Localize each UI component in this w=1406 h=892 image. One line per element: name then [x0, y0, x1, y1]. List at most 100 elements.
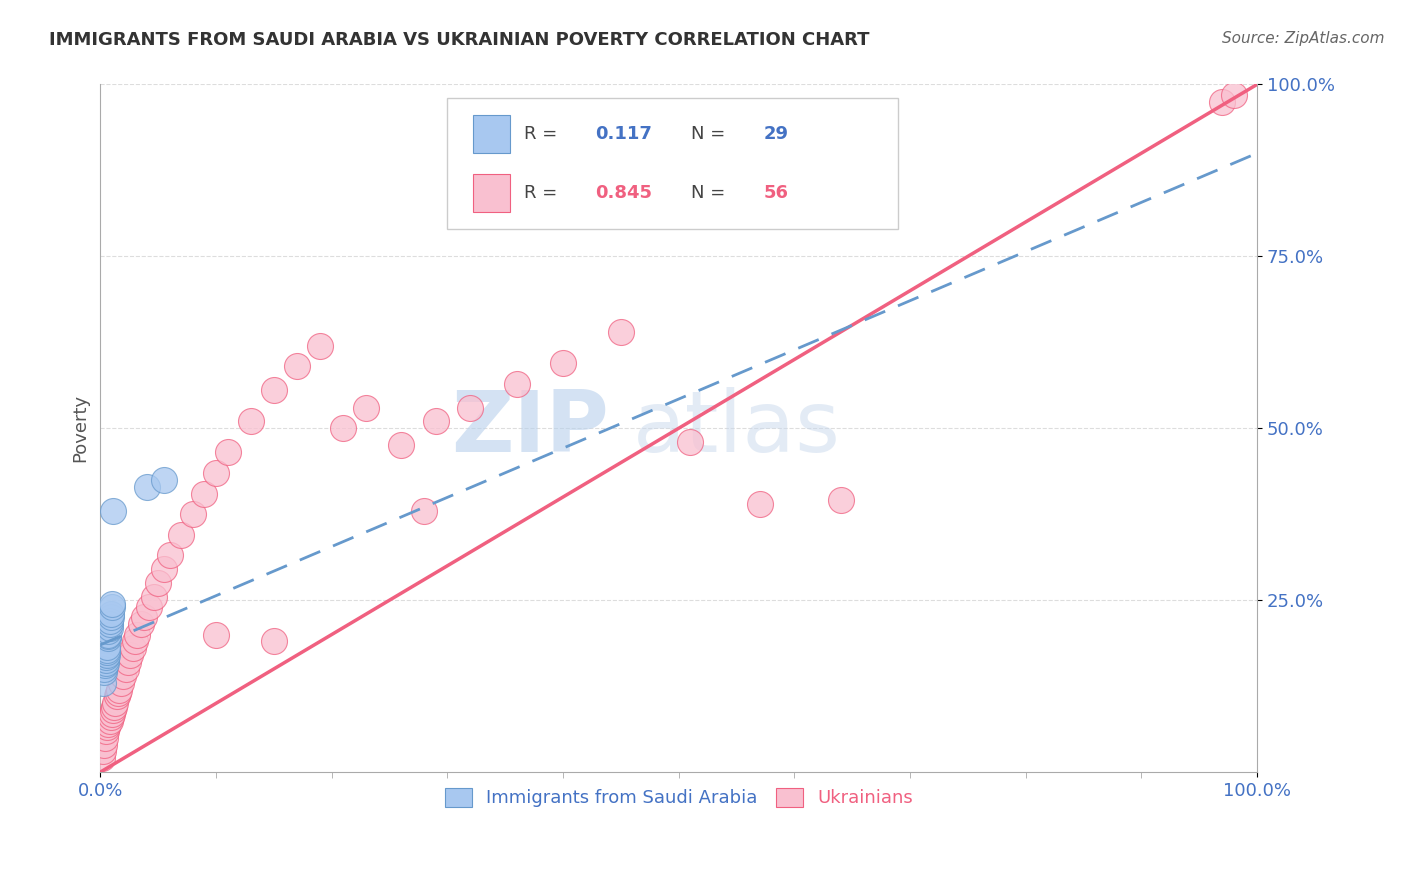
Point	[94, 657, 117, 671]
Point	[193, 486, 215, 500]
Point	[748, 497, 770, 511]
Point	[142, 590, 165, 604]
Point	[121, 641, 143, 656]
Point	[356, 401, 378, 415]
Point	[101, 600, 124, 615]
Point	[105, 690, 128, 704]
Point	[263, 384, 285, 398]
Point	[170, 528, 193, 542]
Point	[181, 507, 204, 521]
Point	[98, 614, 121, 628]
Point	[101, 504, 124, 518]
Point	[107, 686, 129, 700]
Point	[135, 480, 157, 494]
Point	[551, 356, 574, 370]
Point	[90, 751, 112, 765]
Text: N =: N =	[692, 125, 731, 144]
Point	[94, 653, 117, 667]
Point	[830, 493, 852, 508]
Point	[101, 706, 124, 721]
Point	[285, 359, 308, 374]
Point	[100, 607, 122, 621]
Point	[138, 600, 160, 615]
Text: Source: ZipAtlas.com: Source: ZipAtlas.com	[1222, 31, 1385, 46]
Point	[94, 651, 117, 665]
Point	[332, 421, 354, 435]
Text: N =: N =	[692, 184, 731, 202]
Point	[104, 696, 127, 710]
Point	[101, 597, 124, 611]
Text: ZIP: ZIP	[451, 387, 609, 470]
Point	[94, 731, 117, 745]
Point	[679, 435, 702, 450]
Point	[239, 414, 262, 428]
Text: R =: R =	[523, 184, 562, 202]
Point	[96, 642, 118, 657]
Point	[425, 414, 447, 428]
Point	[93, 738, 115, 752]
Point	[112, 669, 135, 683]
Point	[96, 720, 118, 734]
Point	[108, 682, 131, 697]
Point	[120, 648, 142, 663]
Point	[506, 376, 529, 391]
Point	[97, 627, 120, 641]
Point	[93, 665, 115, 680]
Point	[101, 703, 124, 717]
Point	[91, 744, 114, 758]
Point	[124, 634, 146, 648]
Point	[148, 576, 170, 591]
Y-axis label: Poverty: Poverty	[72, 394, 89, 462]
Text: atlas: atlas	[633, 387, 841, 470]
Point	[100, 610, 122, 624]
Point	[1223, 87, 1246, 102]
Point	[217, 445, 239, 459]
Point	[94, 658, 117, 673]
Point	[96, 648, 118, 663]
Point	[97, 624, 120, 639]
Point	[94, 647, 117, 661]
Point	[100, 710, 122, 724]
Point	[205, 627, 228, 641]
Point	[413, 504, 436, 518]
Point	[94, 723, 117, 738]
Point	[159, 549, 181, 563]
Point	[263, 634, 285, 648]
Point	[94, 645, 117, 659]
Point	[129, 617, 152, 632]
Point	[153, 473, 176, 487]
Point	[103, 699, 125, 714]
Point	[98, 617, 121, 632]
Text: IMMIGRANTS FROM SAUDI ARABIA VS UKRAINIAN POVERTY CORRELATION CHART: IMMIGRANTS FROM SAUDI ARABIA VS UKRAINIA…	[49, 31, 870, 49]
Point	[96, 645, 118, 659]
Point	[389, 438, 412, 452]
Point	[610, 325, 633, 339]
Point	[96, 640, 118, 654]
Point	[91, 675, 114, 690]
Point	[94, 649, 117, 664]
Point	[97, 631, 120, 645]
Point	[110, 675, 132, 690]
Point	[117, 655, 139, 669]
Text: 0.845: 0.845	[595, 184, 652, 202]
Text: R =: R =	[523, 125, 562, 144]
Point	[460, 401, 482, 415]
Point	[97, 629, 120, 643]
Point	[134, 610, 156, 624]
Point	[97, 717, 120, 731]
Point	[98, 714, 121, 728]
Point	[98, 621, 121, 635]
Point	[205, 466, 228, 480]
Point	[1211, 95, 1233, 109]
Legend: Immigrants from Saudi Arabia, Ukrainians: Immigrants from Saudi Arabia, Ukrainians	[437, 780, 920, 814]
Point	[127, 627, 149, 641]
Point	[153, 562, 176, 576]
Text: 29: 29	[763, 125, 789, 144]
FancyBboxPatch shape	[472, 115, 510, 153]
Point	[114, 662, 136, 676]
FancyBboxPatch shape	[447, 98, 898, 229]
Point	[309, 339, 332, 353]
FancyBboxPatch shape	[472, 174, 510, 211]
Text: 0.117: 0.117	[595, 125, 652, 144]
Point	[94, 655, 117, 669]
